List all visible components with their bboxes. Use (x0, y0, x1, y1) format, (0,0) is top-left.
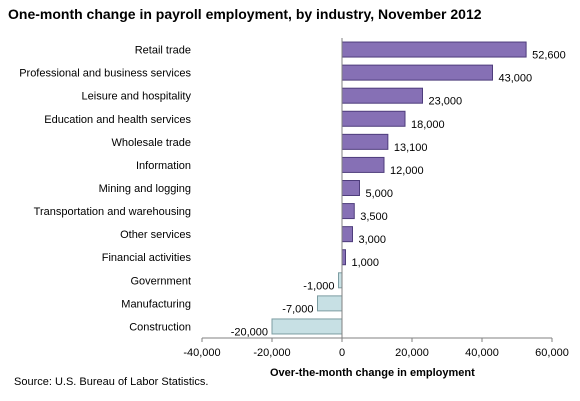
category-label: Wholesale trade (112, 137, 192, 149)
data-label: 43,000 (499, 73, 533, 85)
category-label: Construction (129, 321, 191, 333)
data-label: 23,000 (429, 96, 463, 108)
data-label: 13,100 (394, 142, 428, 154)
category-label: Retail trade (135, 45, 191, 57)
category-label: Mining and logging (99, 183, 191, 195)
data-label: -1,000 (303, 280, 334, 292)
data-label: 3,500 (360, 211, 388, 223)
data-label: 52,600 (532, 50, 566, 62)
category-label: Manufacturing (121, 298, 191, 310)
category-label: Leisure and hospitality (82, 91, 192, 103)
category-label: Financial activities (102, 252, 192, 264)
x-tick-label: -20,000 (253, 347, 290, 359)
data-label: 1,000 (352, 257, 380, 269)
category-label: Government (130, 275, 191, 287)
bar (341, 87, 423, 104)
x-tick-label: 0 (339, 347, 345, 359)
data-label: 3,000 (359, 234, 387, 246)
bar (341, 203, 355, 220)
data-label: -20,000 (231, 326, 268, 338)
category-label: Information (136, 160, 191, 172)
bar (341, 41, 527, 58)
bar (341, 64, 493, 81)
source-note: Source: U.S. Bureau of Labor Statistics. (14, 376, 209, 388)
x-tick-label: -40,000 (183, 347, 220, 359)
bar (341, 226, 353, 243)
bar (341, 180, 360, 196)
category-label: Other services (120, 229, 191, 241)
bar (341, 110, 406, 127)
bar (317, 295, 343, 312)
bar (341, 133, 389, 150)
data-label: 5,000 (366, 188, 394, 200)
data-label: 18,000 (411, 119, 445, 131)
x-axis-label: Over-the-month change in employment (270, 367, 475, 379)
chart-title: One-month change in payroll employment, … (8, 6, 482, 22)
data-label: -7,000 (282, 303, 313, 315)
bar (271, 318, 343, 335)
x-tick-label: 60,000 (535, 347, 569, 359)
category-label: Education and health services (44, 114, 191, 126)
data-label: 12,000 (390, 165, 424, 177)
category-label: Professional and business services (19, 68, 191, 80)
bar (341, 249, 346, 266)
bar (341, 156, 385, 173)
x-tick-label: 40,000 (465, 347, 499, 359)
category-label: Transportation and warehousing (34, 206, 191, 218)
bar (338, 272, 343, 289)
x-tick-label: 20,000 (395, 347, 429, 359)
